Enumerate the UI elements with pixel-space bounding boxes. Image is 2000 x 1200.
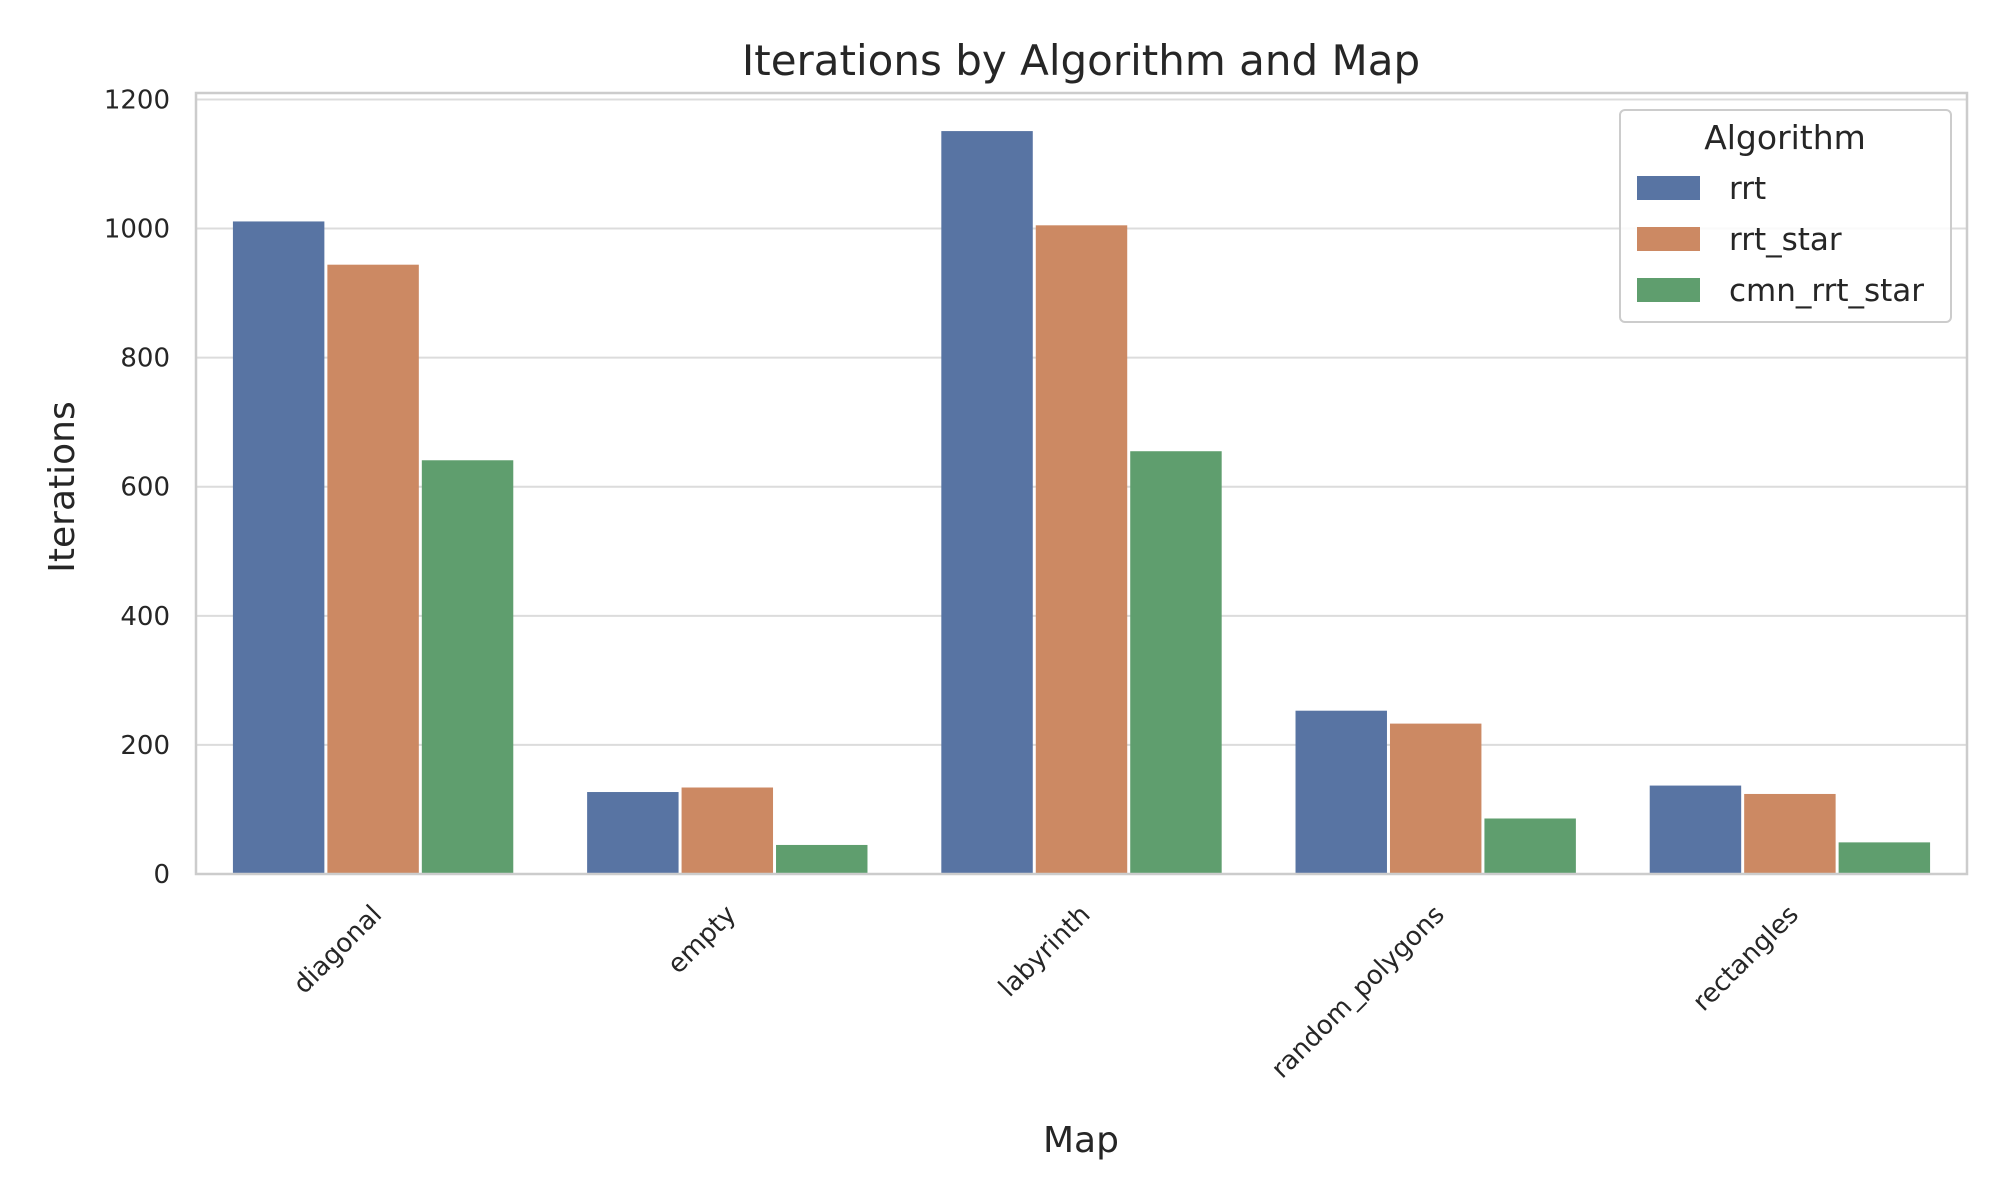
legend-swatch-rrt_star — [1637, 227, 1700, 251]
legend: Algorithm rrt rrt_star cmn_rrt_star — [1619, 109, 1952, 323]
bar-rrt-diagonal — [232, 221, 325, 875]
bar-rrt_star-empty — [681, 787, 774, 874]
plot-frame — [194, 91, 1969, 876]
chart-title: Iterations by Algorithm and Map — [742, 36, 1420, 85]
legend-label-rrt_star: rrt_star — [1729, 222, 1842, 258]
y-tick-label: 200 — [120, 731, 170, 761]
bars — [232, 131, 1931, 875]
bar-cmn_rrt_star-labyrinth — [1130, 451, 1222, 874]
x-axis-label: Map — [1043, 1120, 1119, 1161]
bar-rrt-empty — [587, 792, 679, 874]
bar-cmn_rrt_star-random_polygons — [1484, 818, 1576, 874]
bar-rrt_star-rectangles — [1744, 793, 1836, 874]
bar-rrt-rectangles — [1649, 785, 1742, 874]
bar-rrt_star-random_polygons — [1389, 723, 1482, 874]
legend-items: rrt rrt_star cmn_rrt_star — [1637, 171, 1924, 309]
y-tick-label: 0 — [153, 860, 170, 890]
bar-cmn_rrt_star-rectangles — [1838, 842, 1931, 874]
y-tick-label: 600 — [120, 473, 170, 503]
bar-rrt_star-labyrinth — [1035, 225, 1128, 874]
y-tick-label: 1000 — [104, 215, 170, 245]
y-tick-label: 800 — [120, 344, 170, 374]
legend-swatch-cmn_rrt_star — [1637, 278, 1700, 302]
bar-cmn_rrt_star-diagonal — [421, 460, 514, 874]
bar-rrt-labyrinth — [941, 131, 1033, 875]
legend-label-rrt: rrt — [1729, 171, 1766, 207]
bar-cmn_rrt_star-empty — [776, 844, 868, 874]
bar-rrt_star-diagonal — [327, 264, 419, 874]
legend-box — [1619, 109, 1952, 323]
y-axis-label: Iterations — [42, 401, 83, 572]
y-tick-label: 400 — [120, 602, 170, 632]
legend-label-cmn_rrt_star: cmn_rrt_star — [1729, 273, 1924, 309]
y-tick-label: 1200 — [104, 85, 170, 115]
legend-title: Algorithm — [1704, 118, 1866, 157]
bar-rrt-random_polygons — [1295, 710, 1387, 874]
legend-swatch-rrt — [1637, 176, 1700, 200]
y-axis-ticks: 0 200 400 600 800 1000 1200 — [104, 85, 170, 890]
